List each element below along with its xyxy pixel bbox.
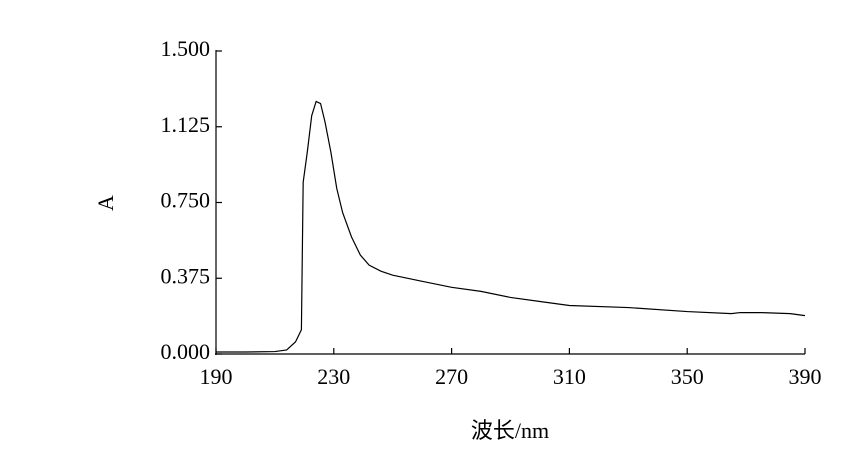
- y-axis-label: A: [93, 195, 118, 211]
- y-tick-label: 1.500: [161, 36, 211, 61]
- y-tick-label: 0.375: [161, 263, 211, 288]
- line-series: [216, 100, 806, 353]
- x-tick-label: 350: [671, 364, 704, 389]
- x-tick-label: 310: [553, 364, 586, 389]
- y-tick-label: 0.750: [161, 188, 211, 213]
- x-tick-label: 270: [435, 364, 468, 389]
- x-tick-label: 190: [200, 364, 233, 389]
- y-tick-label: 0.000: [161, 339, 211, 364]
- y-tick-label: 1.125: [161, 112, 211, 137]
- x-axis-label: 波长/nm: [471, 418, 549, 443]
- x-tick-label: 230: [317, 364, 350, 389]
- x-tick-label: 390: [789, 364, 822, 389]
